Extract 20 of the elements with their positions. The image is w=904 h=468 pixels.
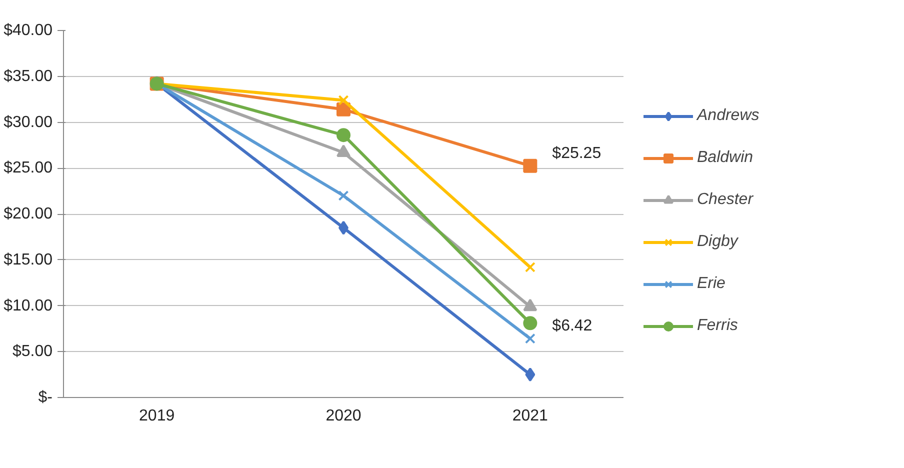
y-tick-label: $10.00 <box>4 297 53 314</box>
x-tick-label: 2019 <box>139 408 175 424</box>
y-tick-label: $40.00 <box>4 22 53 39</box>
x-tick-label: 2021 <box>512 408 548 424</box>
x-tick-label: 2020 <box>326 408 362 424</box>
legend-label: Chester <box>697 190 754 208</box>
data-label: $6.42 <box>552 318 592 335</box>
y-tick-label: $25.00 <box>4 160 53 177</box>
legend-label: Andrews <box>697 106 760 124</box>
y-tick-label: $5.00 <box>12 343 53 360</box>
y-tick-label: $20.00 <box>4 206 53 222</box>
y-tick-label: $35.00 <box>4 68 53 85</box>
legend-label: Erie <box>697 274 726 292</box>
y-tick-label: $30.00 <box>4 114 53 131</box>
legend-label: Digby <box>697 232 738 250</box>
legend-label: Baldwin <box>697 148 754 166</box>
data-label: $25.25 <box>552 144 602 162</box>
y-tick-label: $- <box>38 389 53 406</box>
y-tick-label: $15.00 <box>4 251 53 268</box>
legend-label: Ferris <box>697 316 738 334</box>
